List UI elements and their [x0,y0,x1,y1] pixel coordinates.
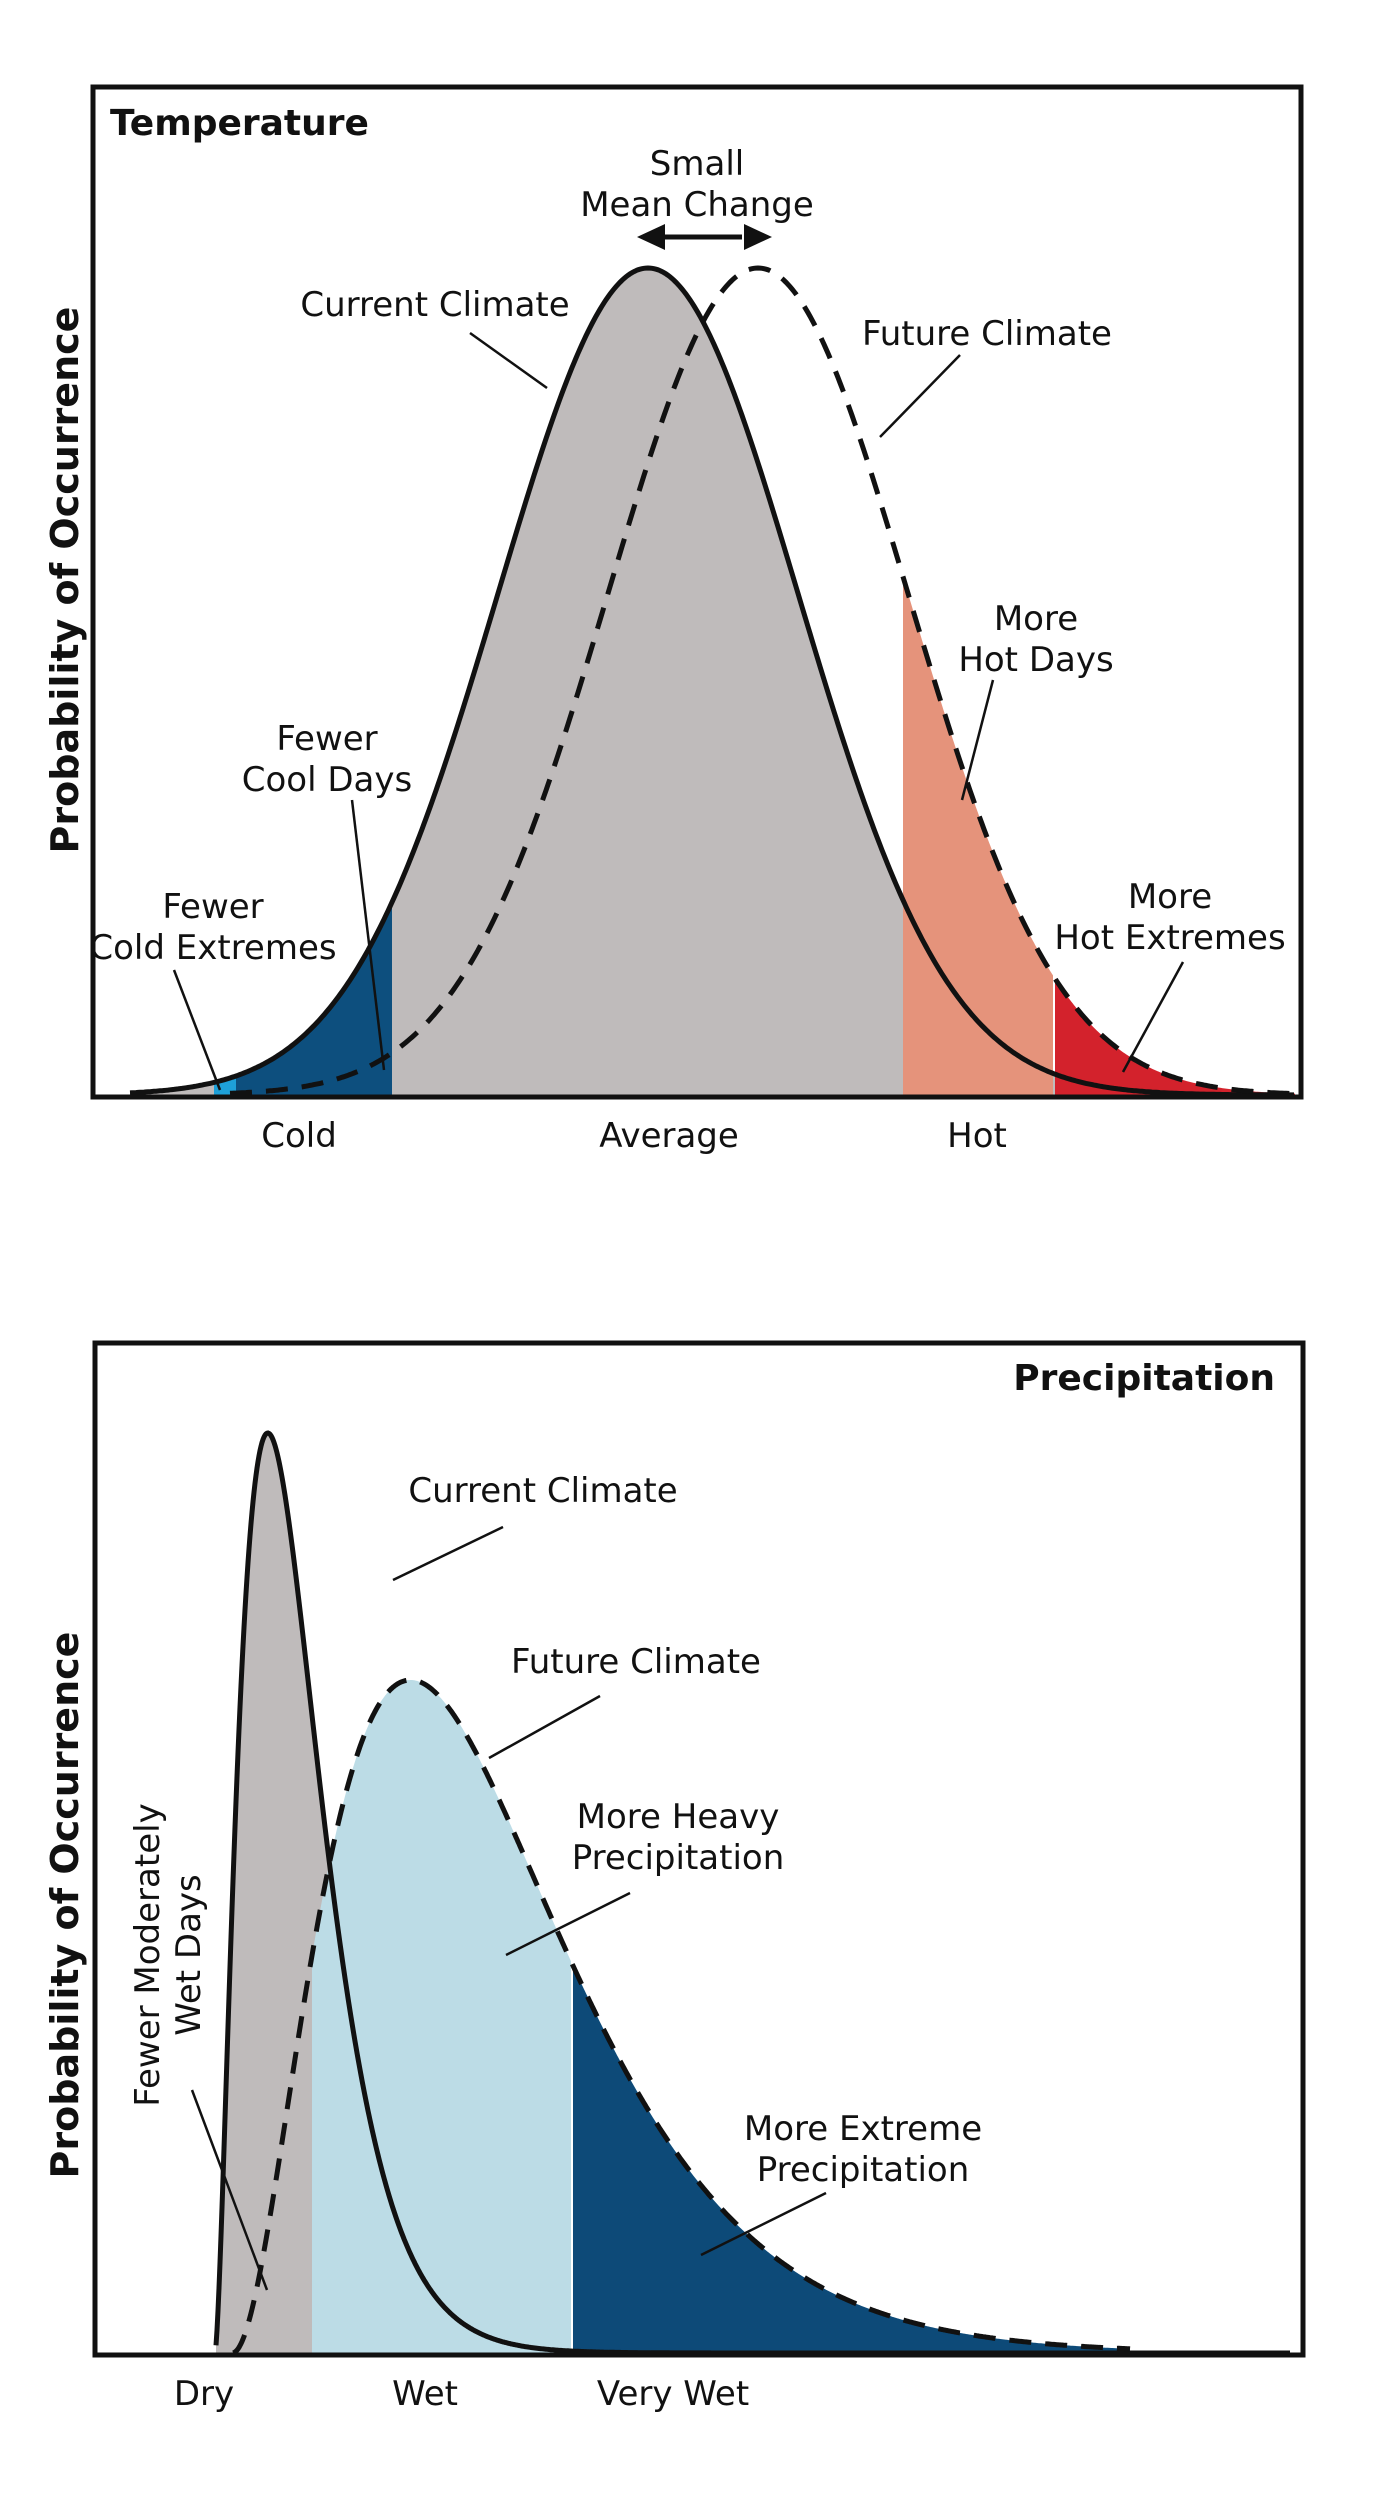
temperature-panel: Temperature Probability of Occurrence Co… [43,84,1304,1156]
fewer-moderately-wet-days-label-line2: Wet Days [169,1874,209,2036]
fewer-cold-extremes-label-line2: Cold Extremes [89,928,336,968]
fewer-cool-days-leader [350,799,386,1071]
temperature-x-tick-average: Average [599,1116,739,1156]
more-extreme-precipitation-label-line1: More Extreme [744,2109,982,2149]
fewer-moderately-wet-days-label-line1: Fewer Moderately [128,1803,168,2106]
precipitation-fills [216,1433,1290,2353]
temperature-panel-title: Temperature [110,103,369,144]
double-arrow-icon [637,224,772,250]
more-extreme-precipitation-leader [700,2191,827,2257]
fewer-cold-extremes-leader [172,969,222,1091]
fewer-cold-extremes-area [214,1076,236,1095]
precipitation-panel-title: Precipitation [1013,1358,1275,1399]
precipitation-panel: Precipitation Probability of Occurrence … [43,1340,1306,2414]
temperature-fills [130,268,1295,1095]
more-heavy-precipitation-leader [505,1891,631,1957]
temperature-plot-frame [90,84,1304,1100]
precipitation-x-tick-dry: Dry [174,2374,234,2414]
precipitation-x-tick-very-wet: Very Wet [597,2374,749,2414]
more-extreme-precipitation-label-line2: Precipitation [757,2150,970,2190]
temperature-future-climate-label: Future Climate [862,314,1112,354]
precipitation-future-climate-label: Future Climate [511,1642,761,1682]
more-hot-days-area [903,576,1053,1095]
temperature-x-tick-hot: Hot [947,1116,1007,1156]
more-heavy-precipitation-area [312,1680,571,2353]
more-heavy-precipitation-label-line1: More Heavy [577,1797,780,1837]
more-hot-extremes-label-line1: More [1128,877,1212,917]
precipitation-y-axis-title: Probability of Occurrence [43,1632,87,2179]
more-hot-days-leader [960,679,995,801]
temperature-future-climate-curve [229,265,1295,1097]
more-hot-extremes-label-line2: Hot Extremes [1054,918,1285,958]
small-mean-change-label-line1: Small [650,144,744,184]
precipitation-future-climate-curve [232,1677,1131,2356]
precipitation-plot-frame [92,1340,1306,2358]
more-extreme-precipitation-area [573,1965,1130,2353]
current-climate-area [130,268,1295,1095]
temperature-x-tick-cold: Cold [261,1116,337,1156]
more-hot-extremes-leader [1121,961,1185,1073]
precipitation-future-climate-leader [488,1694,601,1760]
more-hot-days-label-line1: More [994,599,1078,639]
temperature-y-axis-title: Probability of Occurrence [43,307,87,854]
fewer-cool-days-label-line1: Fewer [276,719,377,759]
precipitation-x-tick-wet: Wet [392,2374,458,2414]
more-heavy-precipitation-label-line2: Precipitation [572,1838,785,1878]
small-mean-change-label-line2: Mean Change [580,185,814,225]
precipitation-current-climate-leader [392,1525,504,1582]
fewer-cool-days-area [236,902,392,1095]
more-hot-days-label-line2: Hot Days [958,640,1113,680]
more-hot-extremes-area [1055,978,1295,1095]
fewer-cool-days-label-line2: Cool Days [242,760,412,800]
fewer-cold-extremes-label-line1: Fewer [162,887,263,927]
temperature-future-climate-leader [879,354,961,438]
temperature-current-climate-leader [469,331,548,390]
temperature-current-climate-label: Current Climate [300,285,569,325]
precipitation-current-climate-label: Current Climate [408,1471,677,1511]
fewer-moderately-wet-days-leader [190,2089,269,2291]
temperature-current-climate-curve [129,265,1294,1098]
